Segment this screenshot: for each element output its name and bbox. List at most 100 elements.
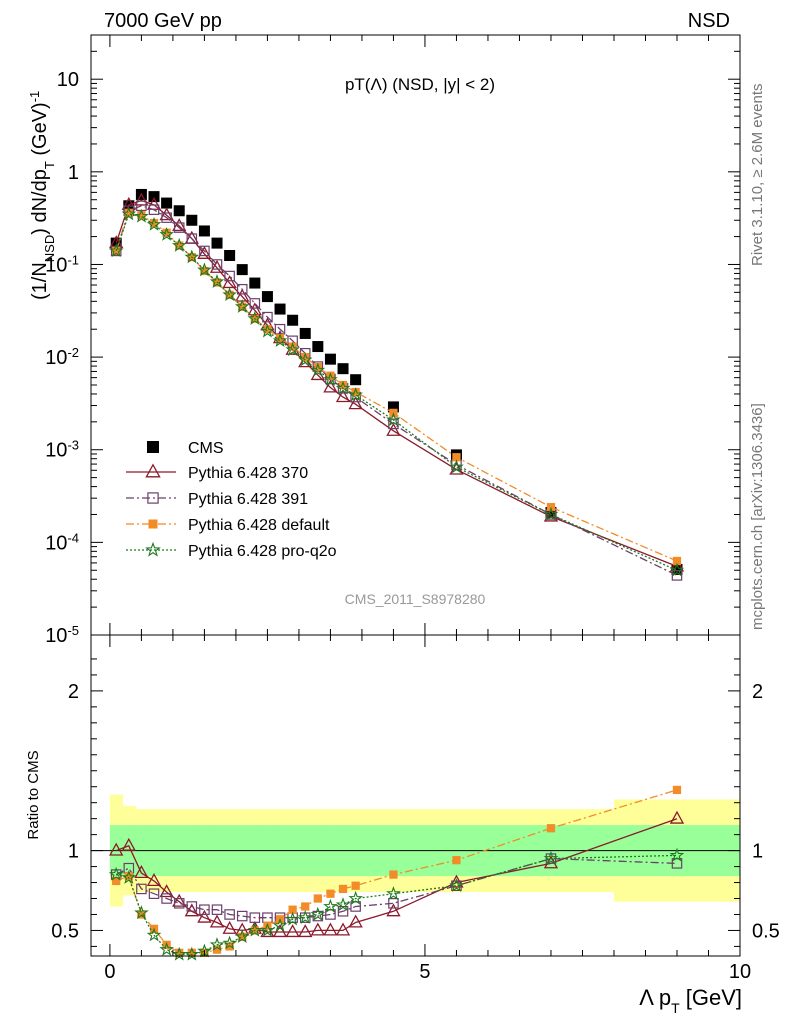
ratio-data-point [337,906,349,917]
ratio-data-point [247,922,263,937]
main-data-point [301,352,310,362]
main-data-point [124,208,133,218]
ratio-data-point [260,922,275,937]
ratio-data-point [297,909,313,924]
ratio-data-point [175,948,184,957]
ratio-data-point [671,858,683,869]
main-data-point [159,226,174,241]
main-data-point [272,333,288,348]
ratio-data-point [121,870,137,884]
ratio-series [108,847,685,961]
main-data-point [148,191,160,203]
ratio-data-point [172,893,187,907]
ratio-data-point [310,906,326,921]
main-data-point [108,243,124,258]
ratio-plot-area [91,785,741,961]
ratio-data-point [335,897,351,912]
main-data-point [184,249,200,264]
ratio-data-point [543,850,559,865]
legend-label: Pythia 6.428 391 [188,491,308,508]
main-data-point [134,208,149,223]
main-data-point [137,211,146,220]
main-y-tick-label: 10 [57,69,79,91]
main-data-point [249,298,261,309]
ratio-data-point [326,889,335,898]
ratio-data-point [146,927,162,942]
ratio-data-point [134,905,149,920]
legend-marker [148,519,158,529]
main-data-point [112,246,121,256]
legend-label: Pythia 6.428 default [188,517,330,534]
main-data-point [285,342,300,357]
ratio-data-point [124,872,133,881]
ratio-data-point [234,929,250,944]
main-data-point [209,274,225,289]
main-data-point [672,556,682,566]
ratio-panel-frame [90,634,741,957]
main-data-point [162,228,171,237]
main-data-point [312,341,324,353]
ratio-data-point [272,917,288,932]
ratio-data-point [350,901,361,912]
ratio-y-axis-label: Ratio to CMS [25,750,42,839]
main-data-point [211,259,223,270]
ratio-data-point [323,898,338,913]
ratio-series [109,810,685,938]
ratio-data-point [136,883,147,895]
main-y-tick-label: 10-5 [45,623,79,648]
ratio-y-tick-label-right: 1 [752,841,763,863]
ratio-data-point [146,872,162,886]
legend: CMS Pythia 6.428 370 Pythia 6.428 391 Pythi… [126,440,337,560]
main-data-point [275,334,285,343]
ratio-data-point [236,910,248,922]
legend-label: Pythia 6.428 pro-q2o [188,543,337,560]
ratio-data-point [224,909,235,920]
ratio-data-point [159,884,174,898]
main-data-point [161,197,173,209]
main-data-point [173,222,185,233]
ratio-axes: 0 5 100.5 0.51 12 2 [51,635,780,983]
main-data-point [247,310,263,325]
ratio-data-point [288,905,297,914]
ratio-data-point [313,894,322,903]
main-data-point [299,327,311,339]
main-data-point [387,401,399,413]
ratio-data-point [197,909,212,923]
main-panel: pT(Λ) (NSD, |y| < 2) CMS_2011_S8978280 1… [27,34,741,648]
main-data-point [671,570,683,581]
watermark-label: CMS_2011_S8978280 [345,591,486,607]
main-data-point [297,352,313,367]
rivet-version-label: Rivet 3.1.10, ≥ 2.6M events [749,84,766,267]
ratio-data-point [335,922,351,936]
main-data-point [234,298,250,313]
ratio-data-point [209,937,225,952]
main-data-point [386,412,401,427]
header-energy-label: 7000 GeV pp [104,10,222,32]
ratio-data-point [272,924,288,938]
ratio-data-point [672,785,682,795]
main-data-point [313,362,322,372]
main-data-point [348,396,363,410]
main-plot-area [108,188,685,581]
main-data-point [238,302,247,311]
main-data-point [669,562,685,577]
ratio-data-point [323,922,338,936]
main-data-point [274,303,286,315]
ratio-y-tick-label-right: 0.5 [752,920,780,942]
ratio-data-point [249,912,261,923]
ratio-data-point [186,901,198,912]
ratio-data-point [222,935,237,950]
ratio-data-point [159,941,174,956]
legend-marker [145,463,161,478]
x-tick-label: 10 [729,961,751,983]
ratio-data-point [148,888,160,899]
main-data-point [671,563,683,575]
ratio-data-point [108,866,124,881]
legend-marker [147,492,159,504]
ratio-data-point [388,898,399,909]
main-data-point [175,241,184,250]
main-data-point [172,218,187,232]
ratio-data-point [312,910,324,922]
ratio-data-point [348,914,363,928]
